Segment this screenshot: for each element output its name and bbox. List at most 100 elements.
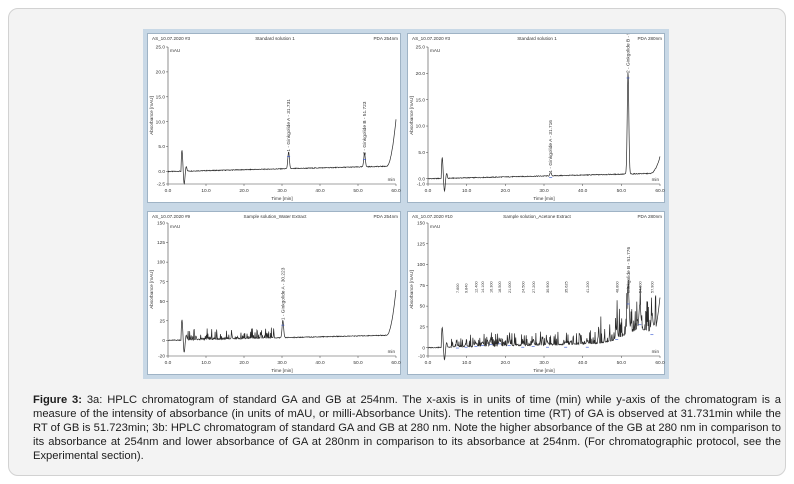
x-tick-label: 40.0 [578,360,588,366]
y-tick-label: 25 [420,325,426,331]
figure-frame: AS_10.07.2020 #3 Standard solution 1 PDA 2… [8,8,786,476]
peak-label: 7.600 [456,283,460,293]
chart-title: Sample solution_Acetone Extract [503,214,571,219]
y-tick-label: 5.0 [418,150,425,156]
chart-header-left: AS_10.07.2020 #10 [412,214,453,219]
panel-standard-254: AS_10.07.2020 #3 Standard solution 1 PDA 2… [147,33,401,203]
y-axis-label: Absorbance [mAU] [409,270,414,309]
y-axis-label: Absorbance [mAU] [149,270,154,309]
y-tick-label: 125 [417,241,425,247]
x-tick-label: 30.0 [539,360,549,366]
x-tick-label: 50.0 [353,188,363,194]
chart-title: Standard solution 1 [255,36,295,41]
caption-text: 3a: HPLC chromatogram of standard GA and… [33,394,782,462]
peak-label: 1 - Ginkgolide A - 31.716 [548,120,554,173]
y-tick-label: 100 [417,262,425,268]
peak-label: 24.500 [521,281,525,293]
y-tick-label: -2.5 [157,182,166,188]
peak-label: 48.800 [615,281,619,293]
chart-header-right: PDA 254nm [373,214,398,219]
chart-sample-acetone: AS_10.07.2020 #10 Sample solution_Acetone… [409,214,665,373]
x-tick-label: 10.0 [201,360,211,366]
peak-label: 1 - Ginkgolide A - 30.223 [280,267,286,320]
peak-label: Ginkgolide B - 51.776 [626,247,632,293]
peak-label: 54.800 [638,281,642,293]
y-tick-label: 50 [160,299,166,305]
y-tick-label: -1.0 [417,182,426,188]
y-tick-label: 10.0 [156,119,166,125]
chart-header-right: PDA 280nm [637,36,662,41]
x-tick-label: 50.0 [617,360,627,366]
peak-label: 16.300 [490,281,494,293]
peak-label: 2 - Ginkgolide B - 51.723 [362,101,368,154]
y-tick-label: 5.0 [158,144,165,150]
x-axis-label: Time [min] [533,368,554,373]
x-tick-label: 20.0 [239,188,249,194]
panel-sample-acetone: AS_10.07.2020 #10 Sample solution_Acetone… [407,211,665,375]
y-tick-label: 0.0 [418,176,425,182]
peak-label: 18.500 [498,281,502,293]
y-axis-label: Absorbance [mAU] [409,96,414,135]
chart-header-left: AS_10.07.2020 #9 [152,214,191,219]
x-tick-label: 60.0 [655,188,665,194]
chart-header-left: AS_10.07.2020 #3 [412,36,451,41]
x-axis-label: Time [min] [271,368,292,373]
peak-label: 14.100 [481,281,485,293]
x-tick-label: 10.0 [201,188,211,194]
chart-unit: mAU [430,48,440,53]
x-tick-label: 10.0 [462,188,472,194]
chart-header-right: PDA 254nm [373,36,398,41]
x-tick-label: 40.0 [315,360,325,366]
x-tick-label: 0.0 [425,188,432,194]
chart-header-left: AS_10.07.2020 #3 [152,36,191,41]
peak-label: 57.900 [650,281,654,293]
chart-standard-254: AS_10.07.2020 #3 Standard solution 1 PDA 2… [149,36,401,201]
y-tick-label: 100 [157,260,165,266]
x-tick-label: 20.0 [501,188,511,194]
chart-unit: mAU [430,224,440,229]
x-tick-label: 30.0 [539,188,549,194]
panel-sample-water: AS_10.07.2020 #9 Sample solution_Water Ex… [147,211,401,375]
x-tick-label: 0.0 [165,360,172,366]
chromatogram-figure: AS_10.07.2020 #3 Standard solution 1 PDA 2… [143,29,669,379]
y-tick-label: 25.0 [416,45,426,51]
x-tick-label: 30.0 [277,188,287,194]
end-label: min [388,349,396,354]
x-tick-label: 60.0 [655,360,665,366]
chromatogram-trace [167,119,397,185]
y-tick-label: 15.0 [156,94,166,100]
y-tick-label: -20 [158,354,165,360]
y-axis-label: Absorbance [mAU] [149,96,154,135]
x-tick-label: 40.0 [315,188,325,194]
y-tick-label: 10.0 [416,124,426,130]
y-tick-label: 50 [420,304,426,310]
panel-standard-280: AS_10.07.2020 #3 Standard solution 1 PDA 2… [407,33,665,203]
chart-title: Sample solution_Water Extract [244,214,308,219]
x-tick-label: 20.0 [501,360,511,366]
x-tick-label: 60.0 [391,360,401,366]
y-tick-label: -10 [418,354,425,360]
peak-label: 35.625 [564,281,568,293]
peak-label: 30.900 [546,281,550,293]
chromatogram-trace [427,279,661,361]
y-tick-label: 75 [420,283,426,289]
y-tick-label: 25.0 [156,45,166,51]
y-tick-label: 75 [160,279,166,285]
x-axis-label: Time [min] [533,196,554,201]
x-tick-label: 20.0 [239,360,249,366]
peak-label: 41.200 [586,281,590,293]
chart-title: Standard solution 1 [517,36,557,41]
x-tick-label: 0.0 [165,188,172,194]
chromatogram-trace [427,72,661,193]
x-tick-label: 10.0 [462,360,472,366]
peak-label: 21.000 [508,281,512,293]
chromatogram-trace [167,290,397,353]
caption-label: Figure 3: [33,394,82,406]
x-tick-label: 60.0 [391,188,401,194]
x-tick-label: 0.0 [425,360,432,366]
end-label: min [652,177,660,182]
chart-standard-280: AS_10.07.2020 #3 Standard solution 1 PDA 2… [409,34,665,201]
x-axis-label: Time [min] [271,196,292,201]
y-tick-label: 20.0 [156,70,166,76]
x-tick-label: 30.0 [277,360,287,366]
